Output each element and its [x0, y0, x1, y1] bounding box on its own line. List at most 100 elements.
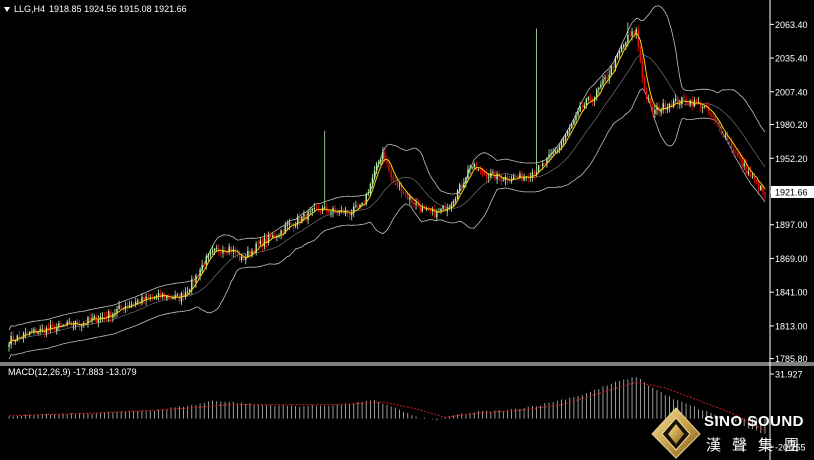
candle-body [421, 207, 424, 212]
candle [712, 113, 714, 120]
candle [544, 161, 546, 165]
candle-body [633, 31, 635, 35]
candle-body [76, 321, 79, 325]
candle-body [176, 294, 178, 296]
candle-body [562, 139, 565, 143]
candle [764, 188, 766, 200]
candle-body [647, 98, 650, 100]
candle [39, 325, 41, 336]
candle-body [12, 336, 14, 341]
candle [650, 96, 652, 106]
candle [521, 170, 523, 182]
candle [66, 319, 68, 327]
candle-body [500, 177, 502, 181]
candle [421, 203, 424, 213]
candle [569, 124, 571, 137]
candle-body [407, 194, 409, 200]
candle-body [365, 194, 367, 204]
candle [245, 253, 247, 265]
candle [222, 245, 224, 259]
candle-body [714, 117, 716, 121]
macd-plot[interactable] [8, 377, 766, 434]
candle-body [62, 325, 64, 326]
candle [182, 289, 185, 302]
candle-body [417, 202, 419, 207]
candle [710, 112, 712, 121]
symbol-timeframe: LLG,H4 [14, 4, 46, 14]
candle-body [566, 130, 569, 136]
candle-body [510, 179, 513, 182]
candle-body [120, 305, 122, 308]
candle [519, 171, 521, 180]
candle-body [394, 180, 397, 181]
candle-body [415, 202, 417, 205]
price-tick-label: 1897.00 [775, 220, 808, 230]
candle [670, 99, 673, 109]
candle-body [612, 66, 615, 68]
candle-body [159, 293, 162, 298]
candle-body [704, 106, 706, 108]
candle-body [672, 100, 675, 107]
candle-body [585, 99, 588, 106]
candle-body [334, 208, 336, 212]
candle-body [33, 329, 35, 332]
candle [627, 22, 629, 47]
candle-body [80, 324, 83, 326]
candle [68, 317, 70, 324]
candle-body [222, 250, 224, 254]
candle [419, 202, 421, 214]
candle-body [184, 291, 187, 297]
candle-body [14, 340, 16, 342]
candle-body [280, 230, 282, 236]
candle [404, 191, 407, 199]
candle [647, 94, 650, 103]
candle-body [558, 146, 561, 151]
candle-body [573, 120, 575, 125]
candle-body [269, 235, 272, 238]
candle [373, 165, 376, 180]
candle [598, 86, 600, 95]
candle-body [523, 176, 525, 181]
candle [581, 101, 583, 113]
candle-body [652, 104, 654, 115]
candle-body [677, 98, 679, 105]
candle-body [91, 317, 93, 320]
candle [323, 130, 326, 211]
candle [587, 96, 590, 102]
candle-body [20, 336, 23, 338]
candle-body [286, 224, 289, 226]
candle-body [722, 134, 725, 138]
candle-body [602, 79, 604, 85]
candle-body [741, 158, 743, 167]
candle-body [242, 256, 245, 261]
candle-body [155, 295, 158, 298]
candle-body [735, 152, 737, 154]
candle-body [369, 184, 372, 193]
candle-body [313, 208, 316, 210]
candle-body [764, 192, 766, 196]
candle [699, 100, 702, 112]
candle-body [31, 331, 33, 333]
candle-body [338, 210, 340, 214]
candle-body [650, 98, 652, 105]
candle [114, 308, 116, 319]
candle [380, 156, 382, 166]
candle-body [664, 103, 667, 110]
candle-body [390, 170, 392, 178]
candle-body [180, 293, 183, 302]
candle [431, 206, 434, 216]
candle-body [380, 159, 382, 163]
price-plot[interactable] [8, 5, 766, 360]
candle [143, 295, 145, 305]
candle [550, 149, 552, 160]
candle-body [670, 103, 673, 107]
candle-body [477, 169, 480, 170]
candle [442, 204, 444, 211]
candle [170, 294, 172, 301]
candle-body [134, 302, 137, 305]
candle-body [24, 332, 27, 334]
candle-body [238, 254, 241, 260]
dropdown-triangle-icon[interactable] [4, 6, 10, 12]
candle-body [294, 224, 297, 227]
candle-body [37, 332, 39, 334]
